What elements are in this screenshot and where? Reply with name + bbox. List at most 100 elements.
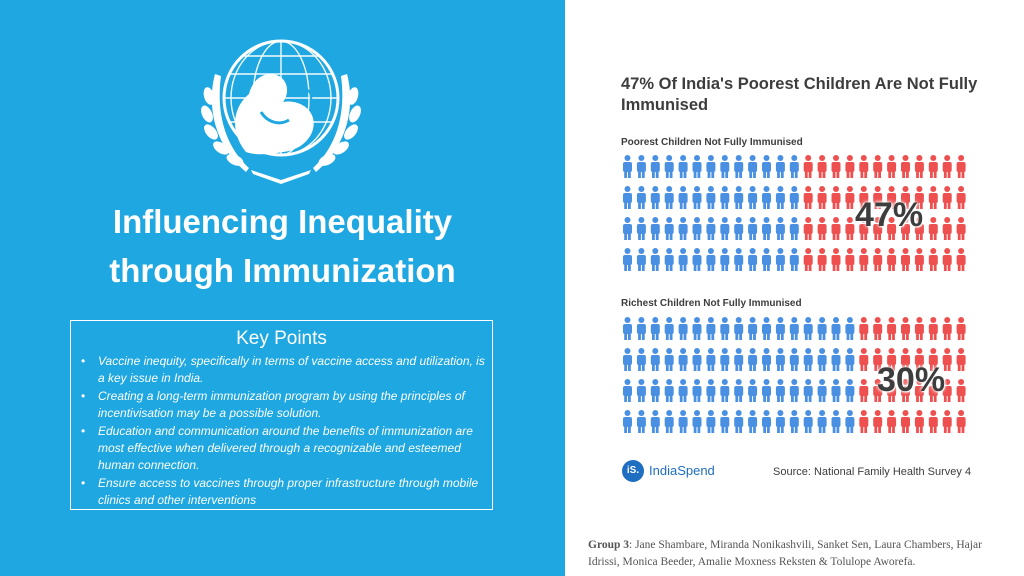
child-icon-immunised xyxy=(762,410,771,433)
child-icon-immunised xyxy=(762,379,771,402)
indiaspend-logo-icon: iS. xyxy=(622,460,644,482)
child-icon-not-immunised xyxy=(956,186,966,209)
child-icon-immunised xyxy=(734,217,744,240)
child-icon-immunised xyxy=(678,217,688,240)
group-credits: Group 3: Jane Shambare, Miranda Nonikash… xyxy=(588,537,1008,571)
child-icon-immunised xyxy=(650,155,660,178)
child-icon-immunised xyxy=(748,348,758,371)
child-icon-not-immunised xyxy=(956,217,966,240)
child-icon-not-immunised xyxy=(956,379,966,402)
child-icon-not-immunised xyxy=(956,317,966,340)
child-icon-immunised xyxy=(762,217,771,240)
child-icon-immunised xyxy=(623,410,632,433)
child-icon-immunised xyxy=(650,186,660,209)
child-icon-immunised xyxy=(845,410,855,433)
child-icon-immunised xyxy=(623,155,632,178)
child-icon-not-immunised xyxy=(859,317,869,340)
child-icon-immunised xyxy=(706,379,716,402)
child-icon-not-immunised xyxy=(859,410,869,433)
child-icon-immunised xyxy=(678,379,688,402)
child-icon-immunised xyxy=(664,248,674,271)
child-icon-immunised xyxy=(692,379,702,402)
child-icon-not-immunised xyxy=(914,248,924,271)
child-icon-immunised xyxy=(692,186,702,209)
child-icon-not-immunised xyxy=(901,410,910,433)
child-icon-immunised xyxy=(831,410,841,433)
child-icon-immunised xyxy=(623,248,632,271)
child-icon-not-immunised xyxy=(803,217,813,240)
child-icon-immunised xyxy=(775,155,785,178)
child-icon-immunised xyxy=(734,248,744,271)
child-icon-not-immunised xyxy=(956,248,966,271)
child-icon-immunised xyxy=(623,317,632,340)
child-icon-not-immunised xyxy=(873,410,883,433)
child-icon-immunised xyxy=(623,217,632,240)
child-icon-immunised xyxy=(734,348,744,371)
child-icon-not-immunised xyxy=(887,217,897,240)
credits-text: : Jane Shambare, Miranda Nonikashvili, S… xyxy=(588,539,982,568)
child-icon-immunised xyxy=(623,348,632,371)
child-icon-immunised xyxy=(789,155,799,178)
richest-label: Richest Children Not Fully Immunised xyxy=(621,298,802,309)
child-icon-not-immunised xyxy=(942,317,952,340)
child-icon-immunised xyxy=(706,317,716,340)
child-icon-not-immunised xyxy=(817,155,827,178)
key-points-heading: Key Points xyxy=(236,328,327,349)
child-icon-not-immunised xyxy=(845,248,855,271)
child-icon-immunised xyxy=(789,186,799,209)
child-icon-immunised xyxy=(650,217,660,240)
child-icon-immunised xyxy=(789,217,799,240)
child-icon-immunised xyxy=(803,348,813,371)
child-icon-immunised xyxy=(845,379,855,402)
child-icon-not-immunised xyxy=(873,348,883,371)
child-icon-not-immunised xyxy=(803,155,813,178)
child-icon-immunised xyxy=(803,410,813,433)
child-icon-not-immunised xyxy=(942,410,952,433)
child-icon-immunised xyxy=(831,348,841,371)
child-icon-immunised xyxy=(636,155,646,178)
key-point-item: Education and communication around the b… xyxy=(81,423,492,475)
child-icon-immunised xyxy=(650,379,660,402)
child-icon-immunised xyxy=(775,186,785,209)
child-icon-immunised xyxy=(706,217,716,240)
infographic-title: 47% Of India's Poorest Children Are Not … xyxy=(621,75,978,114)
child-icon-immunised xyxy=(650,317,660,340)
child-icon-immunised xyxy=(678,248,688,271)
child-icon-not-immunised xyxy=(914,410,924,433)
child-icon-immunised xyxy=(664,155,674,178)
child-icon-immunised xyxy=(678,317,688,340)
child-icon-immunised xyxy=(734,186,744,209)
child-icon-not-immunised xyxy=(817,186,827,209)
child-icon-immunised xyxy=(720,410,730,433)
child-icon-not-immunised xyxy=(873,186,883,209)
key-point-item: Vaccine inequity, specifically in terms … xyxy=(81,353,492,388)
child-icon-not-immunised xyxy=(928,217,938,240)
child-icon-immunised xyxy=(664,348,674,371)
child-icon-not-immunised xyxy=(859,248,869,271)
child-icon-immunised xyxy=(748,186,758,209)
child-icon-immunised xyxy=(664,317,674,340)
child-icon-immunised xyxy=(636,317,646,340)
richest-percent: 30% xyxy=(877,361,946,399)
child-icon-immunised xyxy=(706,248,716,271)
child-icon-immunised xyxy=(623,379,632,402)
left-panel: Influencing Inequality through Immunizat… xyxy=(0,0,565,576)
child-icon-immunised xyxy=(817,410,827,433)
child-icon-immunised xyxy=(789,317,799,340)
child-icon-not-immunised xyxy=(887,348,897,371)
child-icon-immunised xyxy=(692,348,702,371)
child-icon-not-immunised xyxy=(914,348,924,371)
child-icon-immunised xyxy=(636,410,646,433)
child-icon-immunised xyxy=(720,317,730,340)
child-icon-immunised xyxy=(636,379,646,402)
child-icon-immunised xyxy=(720,379,730,402)
child-icon-immunised xyxy=(817,317,827,340)
child-icon-not-immunised xyxy=(928,410,938,433)
child-icon-immunised xyxy=(636,248,646,271)
child-icon-not-immunised xyxy=(817,217,827,240)
child-icon-immunised xyxy=(748,248,758,271)
child-icon-not-immunised xyxy=(901,248,910,271)
child-icon-immunised xyxy=(748,217,758,240)
child-icon-not-immunised xyxy=(928,317,938,340)
child-icon-immunised xyxy=(678,155,688,178)
